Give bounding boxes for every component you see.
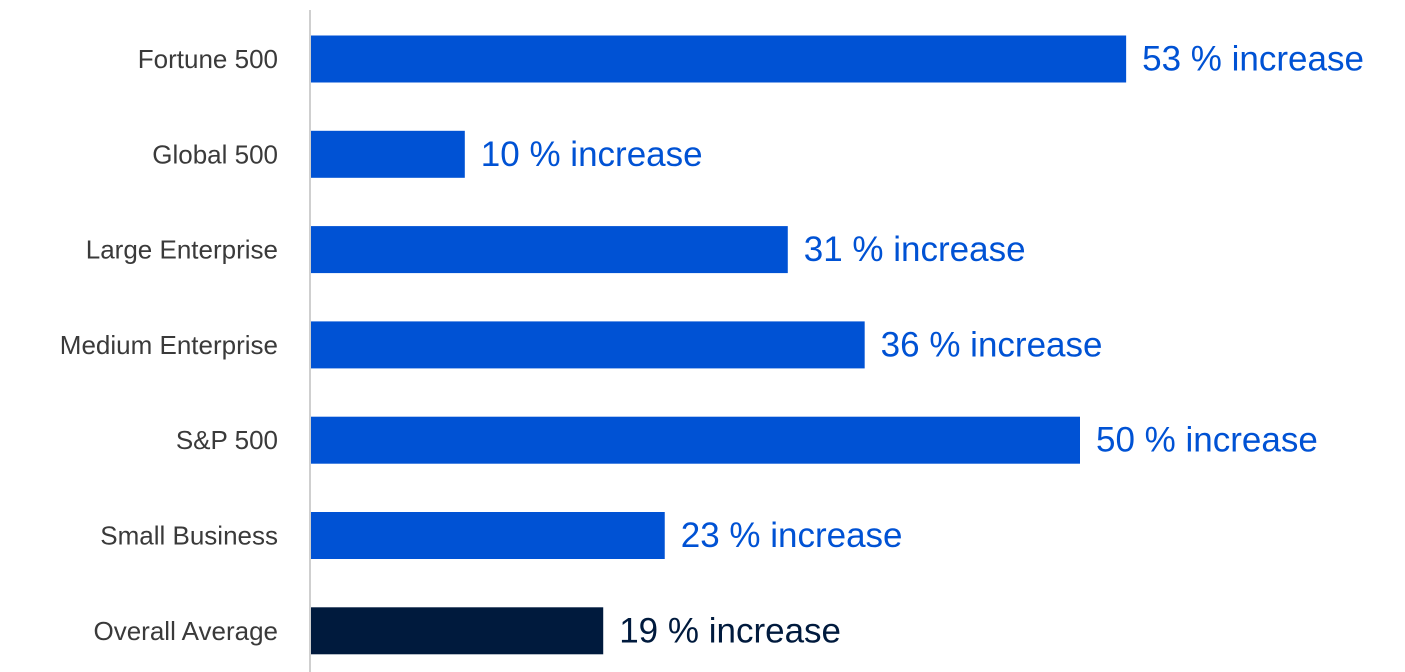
bar-overall-average — [311, 607, 604, 655]
bar-global-500 — [311, 130, 465, 178]
bar-fortune-500 — [311, 35, 1127, 83]
value-label-fortune-500: 53 % increase — [1142, 40, 1364, 79]
category-label-small-business: Small Business — [100, 521, 278, 551]
category-label-large-enterprise: Large Enterprise — [86, 235, 278, 265]
category-label-overall-average: Overall Average — [93, 616, 278, 646]
bar-small-business — [311, 512, 665, 559]
category-label-fortune-500: Fortune 500 — [138, 44, 278, 74]
category-label-global-500: Global 500 — [152, 139, 278, 169]
value-label-large-enterprise: 31 % increase — [804, 230, 1026, 269]
bar-large-enterprise — [311, 226, 788, 274]
category-label-medium-enterprise: Medium Enterprise — [60, 330, 278, 360]
bar-medium-enterprise — [311, 321, 865, 369]
value-label-medium-enterprise: 36 % increase — [881, 325, 1103, 364]
bars-layer: Fortune 500 53 % increase Global 500 10 % i… — [60, 35, 1364, 655]
value-label-global-500: 10 % increase — [481, 135, 703, 174]
value-label-overall-average: 19 % increase — [619, 611, 841, 650]
value-label-small-business: 23 % increase — [681, 516, 903, 555]
category-label-s-p-500: S&P 500 — [176, 425, 278, 455]
value-label-s-p-500: 50 % increase — [1096, 421, 1318, 460]
bar-s-p-500 — [311, 416, 1080, 464]
